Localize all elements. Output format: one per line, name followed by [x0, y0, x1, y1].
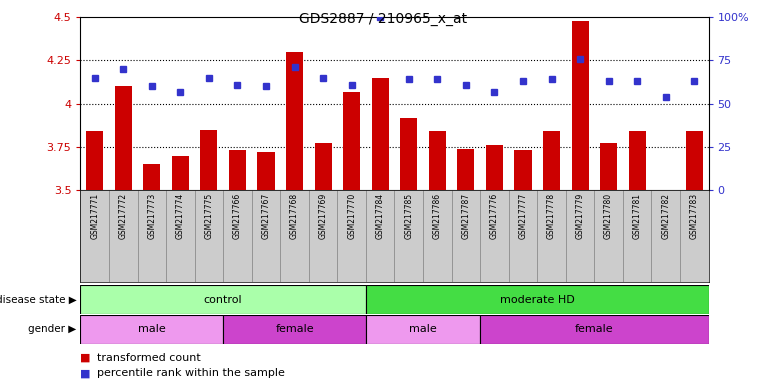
Text: GSM217776: GSM217776: [490, 193, 499, 239]
Text: male: male: [409, 324, 437, 334]
Text: disease state ▶: disease state ▶: [0, 295, 77, 305]
Bar: [337, 190, 366, 282]
Bar: [195, 190, 223, 282]
Text: GSM217784: GSM217784: [375, 193, 385, 239]
Text: percentile rank within the sample: percentile rank within the sample: [97, 368, 285, 378]
Text: GDS2887 / 210965_x_at: GDS2887 / 210965_x_at: [299, 12, 467, 25]
Text: GSM217782: GSM217782: [661, 193, 670, 239]
Bar: [201, 129, 218, 190]
Bar: [223, 190, 252, 282]
Text: GSM217772: GSM217772: [119, 193, 128, 239]
Text: ■: ■: [80, 353, 94, 363]
Bar: [423, 190, 452, 282]
Text: GSM217778: GSM217778: [547, 193, 556, 239]
Bar: [686, 131, 703, 190]
Text: GSM217787: GSM217787: [461, 193, 470, 239]
Bar: [366, 190, 394, 282]
Text: male: male: [138, 324, 165, 334]
Bar: [138, 190, 166, 282]
Bar: [366, 285, 709, 314]
Bar: [366, 315, 480, 344]
Text: gender ▶: gender ▶: [28, 324, 77, 334]
Bar: [600, 143, 617, 190]
Text: GSM217780: GSM217780: [604, 193, 613, 239]
Text: transformed count: transformed count: [97, 353, 201, 363]
Text: female: female: [275, 324, 314, 334]
Bar: [537, 190, 566, 282]
Text: female: female: [575, 324, 614, 334]
Bar: [80, 315, 223, 344]
Bar: [309, 190, 337, 282]
Bar: [109, 190, 138, 282]
Bar: [594, 190, 623, 282]
Bar: [143, 164, 160, 190]
Bar: [480, 315, 709, 344]
Bar: [543, 131, 560, 190]
Bar: [80, 190, 109, 282]
Text: GSM217770: GSM217770: [347, 193, 356, 239]
Text: GSM217771: GSM217771: [90, 193, 100, 239]
Bar: [452, 190, 480, 282]
Bar: [400, 118, 417, 190]
Bar: [257, 152, 274, 190]
Text: GSM217785: GSM217785: [404, 193, 414, 239]
Text: ■: ■: [80, 368, 94, 378]
Bar: [223, 315, 366, 344]
Bar: [86, 131, 103, 190]
Bar: [429, 131, 446, 190]
Bar: [629, 131, 646, 190]
Bar: [457, 149, 474, 190]
Bar: [80, 285, 366, 314]
Bar: [252, 190, 280, 282]
Text: GSM217768: GSM217768: [290, 193, 299, 239]
Bar: [509, 190, 537, 282]
Bar: [286, 52, 303, 190]
Bar: [480, 190, 509, 282]
Text: GSM217777: GSM217777: [519, 193, 528, 239]
Text: GSM217775: GSM217775: [205, 193, 214, 239]
Bar: [394, 190, 423, 282]
Bar: [115, 86, 132, 190]
Bar: [372, 78, 389, 190]
Text: GSM217786: GSM217786: [433, 193, 442, 239]
Text: GSM217766: GSM217766: [233, 193, 242, 239]
Text: GSM217779: GSM217779: [575, 193, 584, 239]
Bar: [486, 145, 503, 190]
Bar: [315, 143, 332, 190]
Bar: [172, 156, 189, 190]
Bar: [571, 21, 588, 190]
Bar: [515, 150, 532, 190]
Text: GSM217767: GSM217767: [261, 193, 270, 239]
Text: GSM217774: GSM217774: [176, 193, 185, 239]
Bar: [680, 190, 709, 282]
Text: GSM217773: GSM217773: [147, 193, 156, 239]
Text: GSM217781: GSM217781: [633, 193, 642, 239]
Bar: [343, 91, 360, 190]
Text: GSM217783: GSM217783: [689, 193, 699, 239]
Bar: [229, 150, 246, 190]
Text: GSM217769: GSM217769: [319, 193, 328, 239]
Bar: [280, 190, 309, 282]
Bar: [166, 190, 195, 282]
Bar: [623, 190, 651, 282]
Bar: [566, 190, 594, 282]
Text: control: control: [204, 295, 243, 305]
Bar: [651, 190, 680, 282]
Text: moderate HD: moderate HD: [500, 295, 574, 305]
